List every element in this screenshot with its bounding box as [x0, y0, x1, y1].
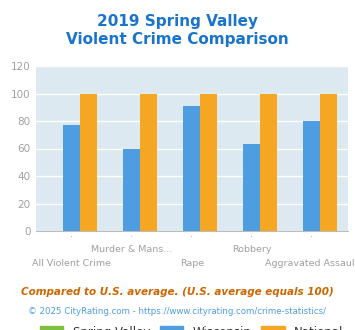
Text: Compared to U.S. average. (U.S. average equals 100): Compared to U.S. average. (U.S. average … [21, 287, 334, 297]
Text: © 2025 CityRating.com - https://www.cityrating.com/crime-statistics/: © 2025 CityRating.com - https://www.city… [28, 307, 327, 316]
Text: Murder & Mans...: Murder & Mans... [91, 245, 172, 254]
Bar [244, 145, 260, 231]
Bar [200, 93, 217, 231]
Text: Violent Crime Comparison: Violent Crime Comparison [66, 32, 289, 47]
Text: All Violent Crime: All Violent Crime [32, 259, 111, 268]
Bar [63, 125, 80, 231]
Bar [140, 93, 157, 231]
Bar [304, 121, 320, 231]
Bar [320, 93, 337, 231]
Text: Rape: Rape [180, 259, 204, 268]
Legend: Spring Valley, Wisconsin, National: Spring Valley, Wisconsin, National [36, 323, 347, 330]
Bar [123, 148, 140, 231]
Text: Robbery: Robbery [232, 245, 272, 254]
Bar [260, 93, 277, 231]
Text: 2019 Spring Valley: 2019 Spring Valley [97, 14, 258, 29]
Bar [183, 106, 200, 231]
Bar [80, 93, 97, 231]
Text: Aggravated Assault: Aggravated Assault [265, 259, 355, 268]
